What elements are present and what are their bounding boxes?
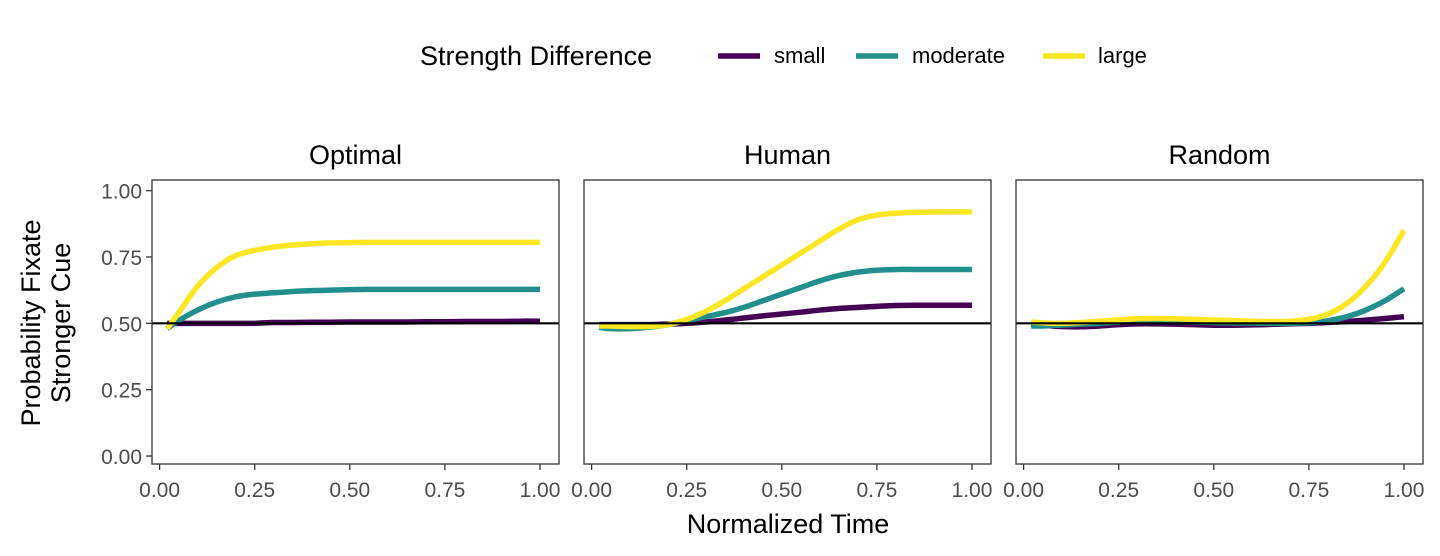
panel-title-random: Random (1168, 140, 1270, 170)
legend-items: small moderate large (718, 43, 1147, 68)
legend: Strength Difference small moderate large (420, 41, 1147, 71)
x-tick-label-optimal-3: 0.75 (424, 479, 465, 502)
x-tick-label-random-3: 0.75 (1288, 479, 1329, 502)
x-tick-label-optimal-1: 0.25 (234, 479, 275, 502)
x-tick-label-human-0: 0.00 (571, 479, 612, 502)
x-tick-label-human-3: 0.75 (856, 479, 897, 502)
panel-title-human: Human (744, 140, 831, 170)
series-group-optimal (164, 239, 540, 331)
panels: Optimal 0.00 0.25 0.50 0.75 1.00 0.00 0.25 0.50 0… (101, 140, 1424, 502)
y-tick-label-0: 0.00 (101, 446, 142, 469)
series-line-human-small (599, 302, 972, 328)
y-axis-title: Probability Fixate Stronger Cue (16, 219, 76, 426)
series-line-optimal-moderate (165, 286, 540, 331)
series-line-optimal-large (164, 239, 540, 331)
panel-human: Human 0.00 0.25 0.50 0.75 1.00 (571, 140, 992, 502)
y-tick-label-1: 0.25 (101, 380, 142, 403)
y-axis-title-line-2: Stronger Cue (46, 243, 76, 404)
panel-border-random (1015, 179, 1424, 465)
series-line-human-large (599, 209, 972, 330)
x-tick-label-optimal-2: 0.50 (329, 479, 370, 502)
series-group-human (598, 209, 972, 332)
panel-border-optimal (151, 179, 560, 465)
panel-optimal: Optimal 0.00 0.25 0.50 0.75 1.00 0.00 0.25 0.50 0… (101, 140, 560, 502)
legend-label-moderate: moderate (912, 43, 1005, 68)
panel-title-optimal: Optimal (309, 140, 402, 170)
panel-random: Random 0.00 0.25 0.50 0.75 1.00 (1003, 140, 1424, 502)
x-tick-label-human-1: 0.25 (666, 479, 707, 502)
series-group-random (1030, 229, 1407, 330)
x-tick-label-human-4: 1.00 (952, 479, 993, 502)
x-axis-title: Normalized Time (687, 509, 890, 539)
x-tick-label-random-2: 0.50 (1193, 479, 1234, 502)
series-line-random-large (1031, 229, 1407, 327)
x-tick-label-random-4: 1.00 (1384, 479, 1425, 502)
x-tick-label-random-0: 0.00 (1003, 479, 1044, 502)
x-tick-label-optimal-4: 1.00 (520, 479, 561, 502)
y-tick-label-4: 1.00 (101, 181, 142, 204)
x-tick-label-human-2: 0.50 (761, 479, 802, 502)
legend-label-small: small (774, 43, 825, 68)
series-line-human-moderate (598, 266, 972, 332)
panel-border-human (583, 179, 992, 465)
x-tick-label-random-1: 0.25 (1098, 479, 1139, 502)
legend-title: Strength Difference (420, 41, 652, 71)
y-axis-title-line-1: Probability Fixate (16, 219, 46, 426)
y-tick-label-2: 0.50 (101, 313, 142, 336)
y-tick-label-3: 0.75 (101, 247, 142, 270)
legend-label-large: large (1098, 43, 1147, 68)
x-tick-label-optimal-0: 0.00 (139, 479, 180, 502)
